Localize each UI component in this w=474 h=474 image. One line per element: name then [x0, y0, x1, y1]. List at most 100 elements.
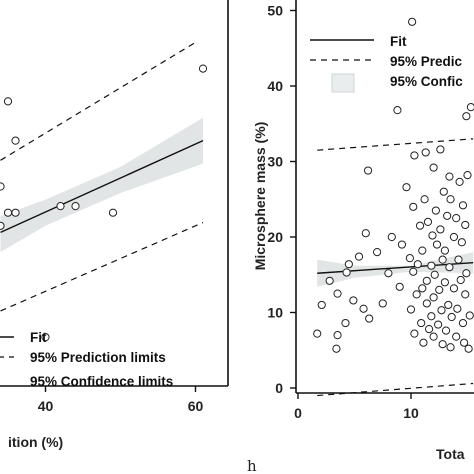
left-legend-prediction-label: 95% Prediction limits [30, 350, 166, 365]
right-data-point [418, 246, 427, 255]
right-y-tick-label: 10 [267, 305, 283, 321]
right-data-point [317, 300, 326, 310]
left-points-layer [0, 64, 208, 342]
right-data-point [445, 172, 454, 181]
right-data-point [466, 103, 474, 112]
right-data-point [452, 214, 461, 223]
right-data-point [463, 170, 472, 180]
right-data-point [405, 254, 414, 263]
right-data-point [435, 285, 444, 294]
right-data-point [432, 240, 442, 249]
right-axes [295, 0, 474, 394]
right-data-point [418, 284, 427, 293]
right-data-point [460, 338, 469, 347]
right-data-point [458, 201, 468, 210]
right-legend-prediction-label: 95% Predic [390, 54, 463, 69]
right-data-point [409, 267, 418, 276]
left-legend-fit-label: Fit [30, 330, 47, 345]
left-legend: Fit 95% Prediction limits 95% Confidence… [0, 330, 173, 389]
right-y-tick-label: 30 [267, 154, 283, 170]
right-data-point [429, 332, 438, 341]
left-axes [0, 0, 229, 387]
right-data-point [415, 221, 425, 230]
right-data-point [408, 17, 417, 26]
right-data-point [447, 312, 456, 322]
left-data-point [3, 208, 13, 217]
right-data-point [436, 225, 445, 234]
right-data-point [443, 211, 452, 220]
right-x-tick-label: 10 [403, 405, 419, 421]
right-data-point [456, 275, 465, 285]
right-confidence-band [317, 252, 474, 287]
right-data-point [341, 318, 350, 328]
right-data-point [439, 187, 448, 196]
right-data-point [452, 332, 461, 341]
right-data-point [427, 261, 436, 270]
right-data-point [410, 329, 419, 338]
right-data-point [445, 263, 454, 272]
right-data-point [438, 255, 447, 264]
right-y-tick-label: 50 [267, 3, 283, 19]
right-data-point [429, 293, 438, 302]
right-data-point [402, 183, 411, 192]
left-x-ticks: 40 60 [38, 386, 203, 414]
right-y-tick-label: 0 [275, 380, 283, 396]
right-data-point [424, 325, 434, 334]
right-data-point [363, 166, 373, 175]
right-data-point [349, 296, 358, 305]
right-data-point [461, 290, 470, 299]
right-data-point [431, 206, 440, 215]
right-data-point [428, 231, 437, 240]
right-data-point [446, 195, 455, 204]
right-y-axis-title: Microsphere mass (%) [252, 122, 268, 271]
right-data-point [430, 270, 439, 279]
right-data-point [397, 240, 407, 249]
right-y-tick-label: 40 [267, 78, 283, 94]
right-data-point [436, 145, 445, 154]
right-data-point [457, 238, 466, 247]
left-prediction-limit-lower [0, 221, 204, 312]
right-data-point [354, 252, 364, 261]
right-data-point [406, 305, 416, 314]
left-data-point [198, 64, 208, 73]
left-prediction-limit-upper [0, 41, 196, 161]
right-data-point [421, 148, 430, 157]
right-data-point [420, 195, 429, 204]
right-data-point [365, 314, 374, 323]
right-data-point [440, 278, 449, 287]
left-data-point [11, 208, 20, 217]
left-panel: 40 60 ition (%) Fit 95% Prediction limits… [0, 0, 229, 450]
right-data-point [412, 290, 421, 299]
right-data-point [409, 202, 418, 211]
right-data-point [422, 299, 431, 308]
right-legend-confidence-swatch [331, 73, 355, 93]
panel-label-h: h [247, 457, 257, 474]
right-data-point [423, 217, 433, 226]
right-data-point [440, 246, 449, 255]
right-data-point [422, 276, 431, 285]
right-data-point [427, 312, 436, 321]
right-data-point [462, 269, 471, 278]
left-x-axis-title: ition (%) [8, 434, 63, 450]
left-legend-confidence-label: 95% Confidence limits [30, 374, 173, 389]
right-data-point [332, 344, 341, 353]
right-data-point [437, 306, 446, 315]
left-fit-line [0, 140, 204, 233]
right-data-point [458, 318, 468, 328]
left-data-point [108, 208, 118, 217]
right-data-point [325, 276, 334, 285]
right-data-point [393, 106, 402, 115]
right-data-point [344, 260, 353, 269]
left-data-point [71, 202, 80, 211]
right-data-point [333, 289, 342, 298]
right-data-point [342, 268, 351, 277]
left-lines-layer [0, 41, 204, 312]
right-data-point [465, 311, 474, 320]
right-x-axis-title: Tota [436, 446, 465, 462]
right-y-ticks: 0 10 20 30 40 50 [267, 3, 296, 396]
right-data-point [378, 299, 387, 308]
right-legend: Fit 95% Predic 95% Confic [310, 34, 463, 93]
left-confidence-band-layer [0, 117, 203, 252]
right-data-point [419, 338, 428, 347]
